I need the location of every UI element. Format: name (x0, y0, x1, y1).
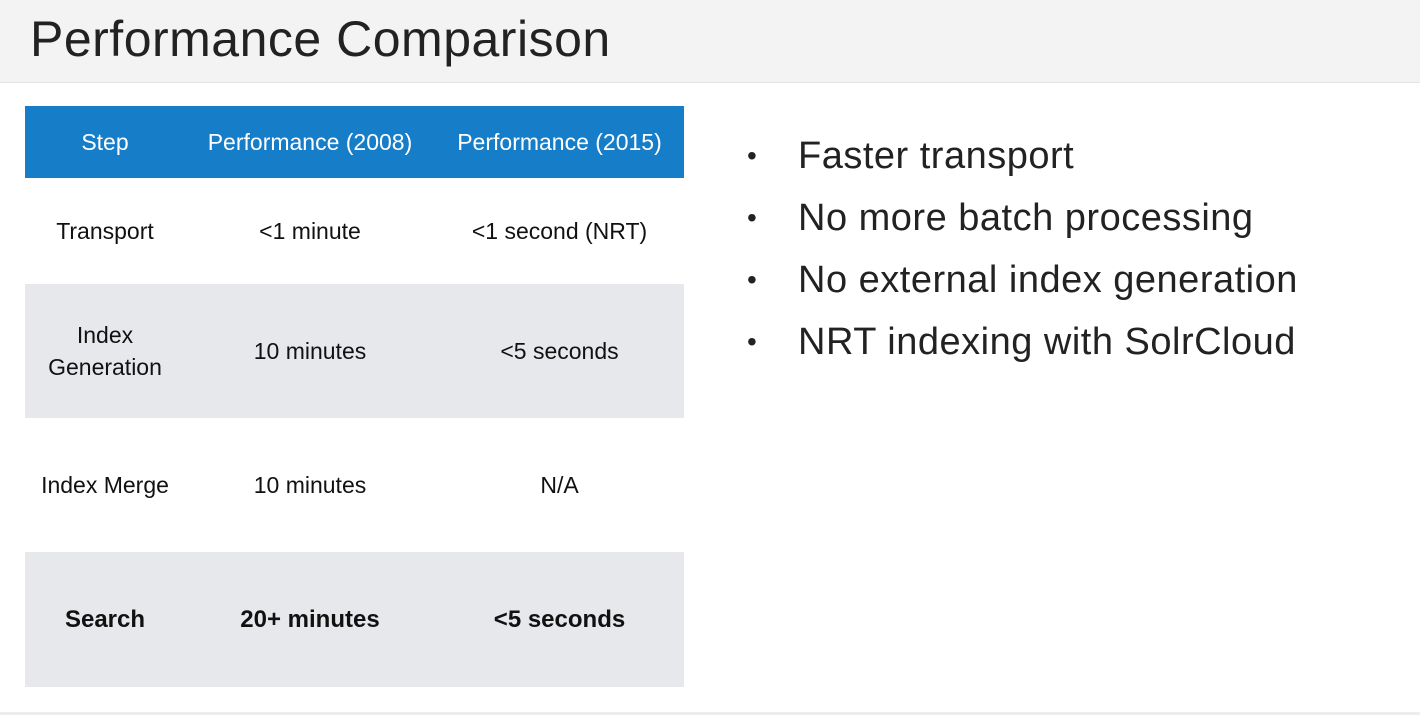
performance-table: Step Performance (2008) Performance (201… (25, 106, 684, 687)
cell-performance-2008: 20+ minutes (185, 552, 435, 687)
bottom-divider (0, 712, 1420, 715)
cell-step: Index Generation (25, 284, 185, 418)
cell-performance-2015: <5 seconds (435, 552, 684, 687)
table-row-transport: Transport <1 minute <1 second (NRT) (25, 178, 684, 284)
page-title: Performance Comparison (30, 11, 611, 67)
title-bar: Performance Comparison (0, 0, 1420, 83)
bullet-list: • Faster transport • No more batch proce… (745, 125, 1298, 373)
column-header-step: Step (25, 106, 185, 178)
cell-step: Index Merge (25, 418, 185, 552)
bullet-item: • NRT indexing with SolrCloud (745, 311, 1298, 373)
column-header-performance-2008: Performance (2008) (185, 106, 435, 178)
bullet-item: • No external index generation (745, 249, 1298, 311)
cell-performance-2015: <5 seconds (435, 284, 684, 418)
bullet-marker: • (747, 264, 758, 295)
bullet-text: Faster transport (798, 135, 1075, 177)
cell-performance-2008: <1 minute (185, 178, 435, 284)
bullet-item: • No more batch processing (745, 187, 1298, 249)
bullet-text: NRT indexing with SolrCloud (798, 321, 1296, 363)
cell-performance-2008: 10 minutes (185, 284, 435, 418)
bullet-text: No external index generation (798, 259, 1298, 301)
bullet-text: No more batch processing (798, 197, 1254, 239)
cell-step: Transport (25, 178, 185, 284)
table-header-row: Step Performance (2008) Performance (201… (25, 106, 684, 178)
bullet-marker: • (747, 140, 758, 171)
table-row-index-generation: Index Generation 10 minutes <5 seconds (25, 284, 684, 418)
table-row-index-merge: Index Merge 10 minutes N/A (25, 418, 684, 552)
cell-performance-2008: 10 minutes (185, 418, 435, 552)
table-row-search: Search 20+ minutes <5 seconds (25, 552, 684, 687)
bullet-marker: • (747, 326, 758, 357)
bullet-item: • Faster transport (745, 125, 1298, 187)
column-header-performance-2015: Performance (2015) (435, 106, 684, 178)
bullet-marker: • (747, 202, 758, 233)
cell-performance-2015: <1 second (NRT) (435, 178, 684, 284)
cell-performance-2015: N/A (435, 418, 684, 552)
cell-step: Search (25, 552, 185, 687)
